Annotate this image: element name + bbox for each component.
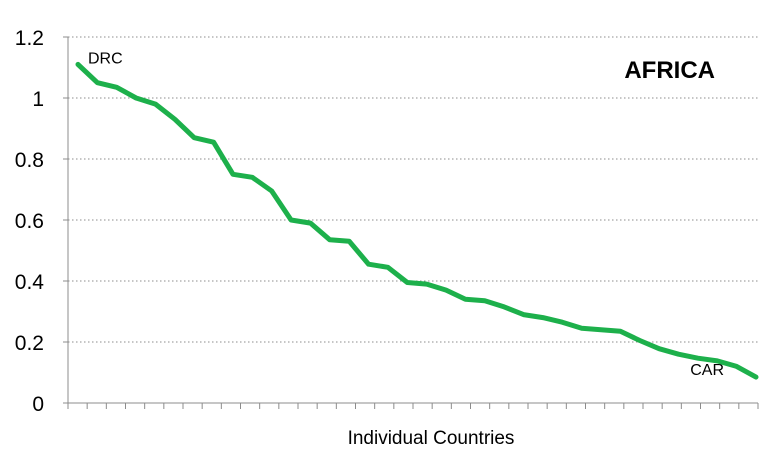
chart-title: AFRICA <box>624 57 715 84</box>
y-tick-label: 0.6 <box>15 210 44 233</box>
y-tick-label: 1 <box>32 88 44 111</box>
series-line <box>75 61 759 380</box>
series-layer <box>75 61 759 380</box>
y-tick-label: 0.2 <box>15 332 44 355</box>
y-tick-labels: 0 0.2 0.4 0.6 0.8 1 1.2 <box>15 27 45 416</box>
point-annotation-drc: DRC <box>88 50 123 67</box>
y-tick-label: 1.2 <box>15 27 44 50</box>
y-tick-label: 0.8 <box>15 149 44 172</box>
y-tick-label: 0.4 <box>15 271 45 294</box>
x-axis-label: Individual Countries <box>348 428 515 449</box>
axes <box>63 36 759 409</box>
y-tick-label: 0 <box>32 393 44 416</box>
point-annotation-car: CAR <box>690 362 724 379</box>
annotations: DRC CAR <box>88 50 724 379</box>
